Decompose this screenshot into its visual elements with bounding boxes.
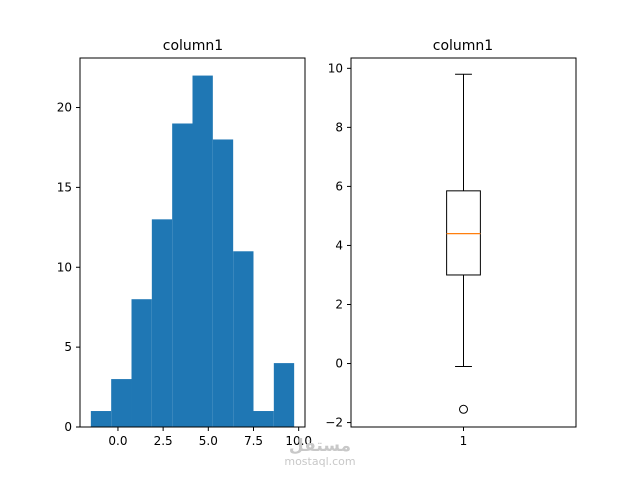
watermark-arabic: مستقل (288, 436, 352, 456)
histogram-bar (90, 411, 112, 427)
histogram-bar (172, 123, 193, 428)
histogram-bar (192, 75, 213, 428)
histogram-bar (212, 139, 234, 427)
boxplot-title: column1 (433, 38, 493, 54)
boxplot-y-ticks: −2 0 2 4 6 8 10 (325, 61, 351, 430)
histogram-x-tick-label: 2.5 (154, 434, 173, 448)
histogram-x-tick-label: 5.0 (199, 434, 218, 448)
histogram-bars (90, 75, 295, 428)
histogram-y-tick-label: 15 (57, 180, 72, 194)
histogram-y-ticks: 0 5 10 15 20 (57, 101, 80, 434)
histogram-y-tick-label: 5 (64, 340, 72, 354)
histogram-bar (131, 299, 152, 427)
histogram-bar (151, 219, 173, 427)
boxplot-marks (446, 73, 481, 414)
boxplot-y-tick-label: 0 (335, 357, 343, 371)
histogram-x-tick-label: 10.0 (285, 434, 312, 448)
histogram-y-tick-label: 10 (57, 260, 72, 274)
histogram-axes: column1 0.0 2.5 5.0 7.5 10.0 0 5 10 15 20 (57, 38, 312, 448)
boxplot-y-tick-label: 10 (328, 61, 343, 75)
boxplot-axes: column1 1 −2 0 2 4 6 8 10 (325, 38, 577, 448)
boxplot-y-tick-label: 8 (335, 120, 343, 134)
histogram-bar (233, 251, 254, 427)
histogram-x-tick-label: 7.5 (244, 434, 263, 448)
histogram-frame (79, 57, 306, 428)
histogram-x-ticks: 0.0 2.5 5.0 7.5 10.0 (108, 427, 312, 448)
histogram-title: column1 (163, 38, 223, 54)
histogram-bar (253, 411, 274, 427)
histogram-y-tick-label: 20 (57, 101, 72, 115)
boxplot-y-tick-label: 6 (335, 179, 343, 193)
watermark-latin: mostaql.com (284, 455, 356, 468)
boxplot-x-tick-label: 1 (460, 434, 468, 448)
boxplot-frame (350, 57, 577, 428)
histogram-bar (111, 379, 132, 427)
boxplot-outlier (459, 404, 468, 414)
boxplot-y-tick-label: 2 (335, 297, 343, 311)
boxplot-x-ticks: 1 (460, 427, 468, 448)
boxplot-y-tick-label: −2 (325, 416, 343, 430)
histogram-y-tick-label: 0 (64, 420, 72, 434)
histogram-x-tick-label: 0.0 (108, 434, 127, 448)
histogram-bar (273, 363, 295, 427)
boxplot-box (446, 190, 481, 276)
boxplot-y-tick-label: 4 (335, 238, 343, 252)
watermark-logo: مستقل mostaql.com (280, 436, 360, 468)
